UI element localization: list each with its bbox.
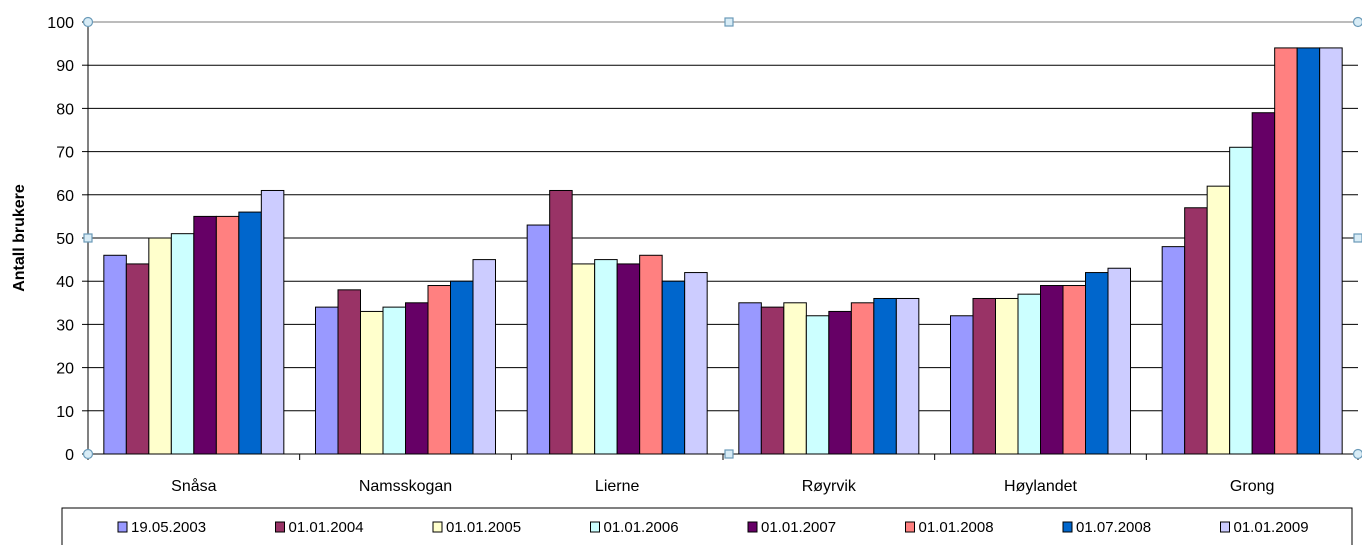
bar	[972, 297, 996, 455]
y-tick-label: 80	[56, 101, 74, 118]
bar	[783, 302, 807, 455]
bar	[1274, 47, 1298, 455]
bar	[1062, 285, 1086, 455]
y-tick-label: 0	[65, 447, 74, 464]
bar	[215, 215, 240, 455]
bar	[661, 280, 686, 455]
bar	[1296, 47, 1321, 455]
bar	[594, 259, 618, 455]
legend-label: 01.01.2004	[289, 519, 364, 536]
resize-handle	[1352, 448, 1362, 460]
x-tick-label: Lierne	[595, 478, 640, 495]
y-tick-label: 40	[56, 274, 74, 291]
y-axis-label: Antall brukere	[11, 184, 28, 292]
bar	[1206, 185, 1231, 455]
bar	[1251, 112, 1276, 455]
x-tick-label: Namsskogan	[359, 478, 452, 495]
bar	[315, 306, 339, 455]
bar	[103, 254, 127, 455]
legend-label: 01.01.2005	[446, 519, 521, 536]
bar	[738, 302, 762, 455]
legend-swatch	[1062, 521, 1073, 533]
legend-label: 01.01.2008	[919, 519, 994, 536]
legend-swatch	[590, 521, 600, 533]
legend-label: 01.07.2008	[1076, 519, 1151, 536]
legend-swatch	[275, 521, 285, 533]
resize-handle	[82, 448, 94, 460]
x-tick-label: Røyrvik	[802, 478, 857, 495]
bar	[170, 233, 195, 455]
x-tick-label: Snåsa	[171, 477, 216, 495]
resize-handle	[1353, 233, 1362, 243]
legend-label: 01.01.2009	[1234, 519, 1309, 536]
bar	[1319, 47, 1343, 455]
resize-handle	[1352, 16, 1362, 28]
y-tick-label: 60	[56, 188, 74, 205]
bar	[828, 310, 852, 455]
bar	[760, 306, 785, 455]
bar	[639, 254, 663, 455]
bar	[260, 189, 285, 455]
bar	[238, 211, 262, 455]
bar	[148, 237, 172, 455]
y-tick-label: 100	[47, 15, 74, 32]
bar	[1040, 285, 1064, 455]
resize-handle	[82, 16, 94, 28]
legend-label: 01.01.2006	[604, 519, 679, 536]
bar	[684, 272, 708, 455]
x-tick-label: Høylandet	[1004, 478, 1077, 495]
bar	[360, 310, 384, 455]
bar	[1107, 267, 1131, 455]
bar	[616, 263, 641, 455]
bar	[1229, 146, 1253, 455]
legend-swatch	[905, 521, 915, 533]
y-tick-label: 70	[56, 145, 74, 162]
resize-handle	[724, 17, 734, 27]
bar	[850, 302, 875, 455]
bar	[571, 263, 596, 455]
legend-swatch	[432, 521, 443, 533]
y-axis-ticks: 0 10 20 30 40 50 60 70 80 90 100	[47, 15, 88, 464]
legend-swatch	[117, 521, 128, 533]
bar	[382, 306, 406, 455]
x-axis-labels: Snåsa Namsskogan Lierne Røyrvik Høylandet Gro…	[171, 477, 1274, 495]
bar	[193, 215, 217, 455]
bar	[526, 224, 551, 455]
bar	[337, 289, 361, 455]
legend-box	[61, 507, 1353, 545]
bar	[427, 285, 451, 455]
resize-handle	[83, 233, 93, 243]
x-tick-label: Grong	[1230, 478, 1274, 495]
legend: 19.05.2003 01.01.2004 01.01.2005 01.01.2006…	[61, 507, 1353, 545]
legend-swatch	[1220, 521, 1230, 533]
bar	[450, 280, 474, 455]
resize-handle	[724, 449, 734, 459]
bar	[995, 297, 1019, 455]
y-tick-label: 50	[56, 231, 74, 248]
bar	[805, 315, 830, 455]
bar	[549, 189, 573, 455]
legend-label: 01.01.2007	[761, 519, 836, 536]
bar	[125, 263, 150, 455]
y-tick-label: 90	[56, 58, 74, 75]
legend-swatch	[747, 521, 758, 533]
bar	[1161, 246, 1186, 455]
legend-label: 19.05.2003	[131, 519, 206, 536]
bar	[405, 302, 429, 455]
bar	[950, 315, 974, 455]
selection-handles	[82, 16, 1362, 460]
bar	[873, 297, 897, 455]
y-tick-label: 30	[56, 317, 74, 334]
bar	[1017, 293, 1041, 455]
bar	[1184, 207, 1208, 455]
y-tick-label: 20	[56, 361, 74, 378]
bar	[472, 259, 496, 455]
bar	[895, 297, 920, 455]
bar	[1085, 272, 1109, 455]
y-tick-label: 10	[56, 404, 74, 421]
